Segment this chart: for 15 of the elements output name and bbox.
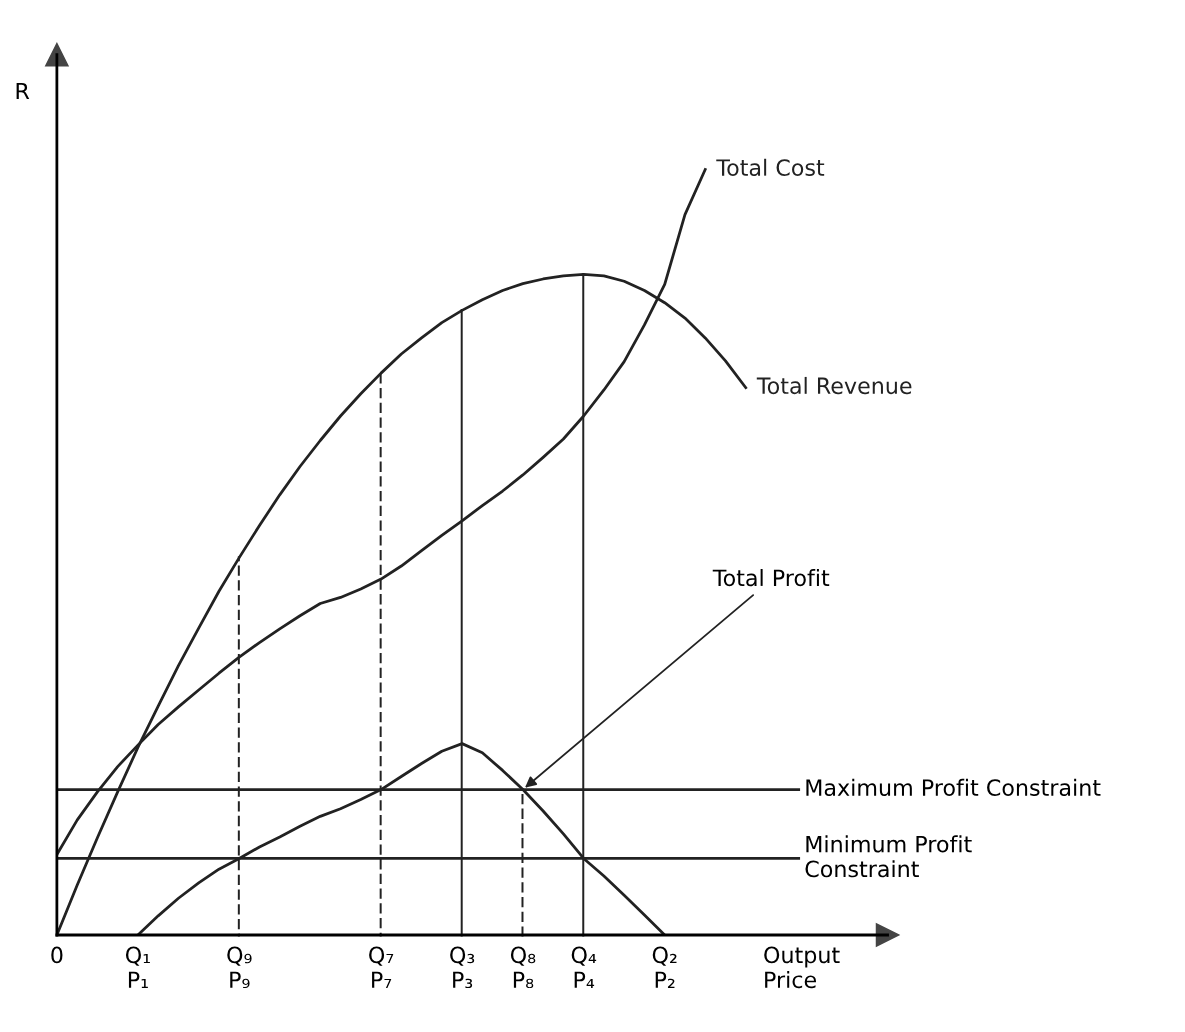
x-tick-label: Q₁ P₁ — [125, 946, 150, 988]
x-tick-label: Q₄ P₄ — [571, 946, 597, 988]
series-label: Total Revenue — [756, 376, 912, 395]
y-axis-title: R — [16, 82, 30, 100]
x-tick-label: Q₉ P₉ — [227, 946, 252, 989]
x-tick-label: 0 — [51, 946, 63, 964]
x-tick-label: Q₈ P₈ — [510, 946, 536, 989]
x-axis-title: Output Price — [764, 946, 840, 989]
annotation: Total Profit — [712, 569, 830, 587]
x-tick-label: Q₇ P₇ — [369, 946, 394, 988]
x-tick-label: Q₃ P₃ — [450, 946, 475, 989]
series-label: Total Cost — [716, 158, 825, 176]
ref-line-label: Maximum Profit Constraint — [806, 778, 1101, 796]
x-tick-label: Q₂ P₂ — [652, 946, 677, 988]
ref-line-label: Minimum Profit Constraint — [805, 835, 972, 878]
